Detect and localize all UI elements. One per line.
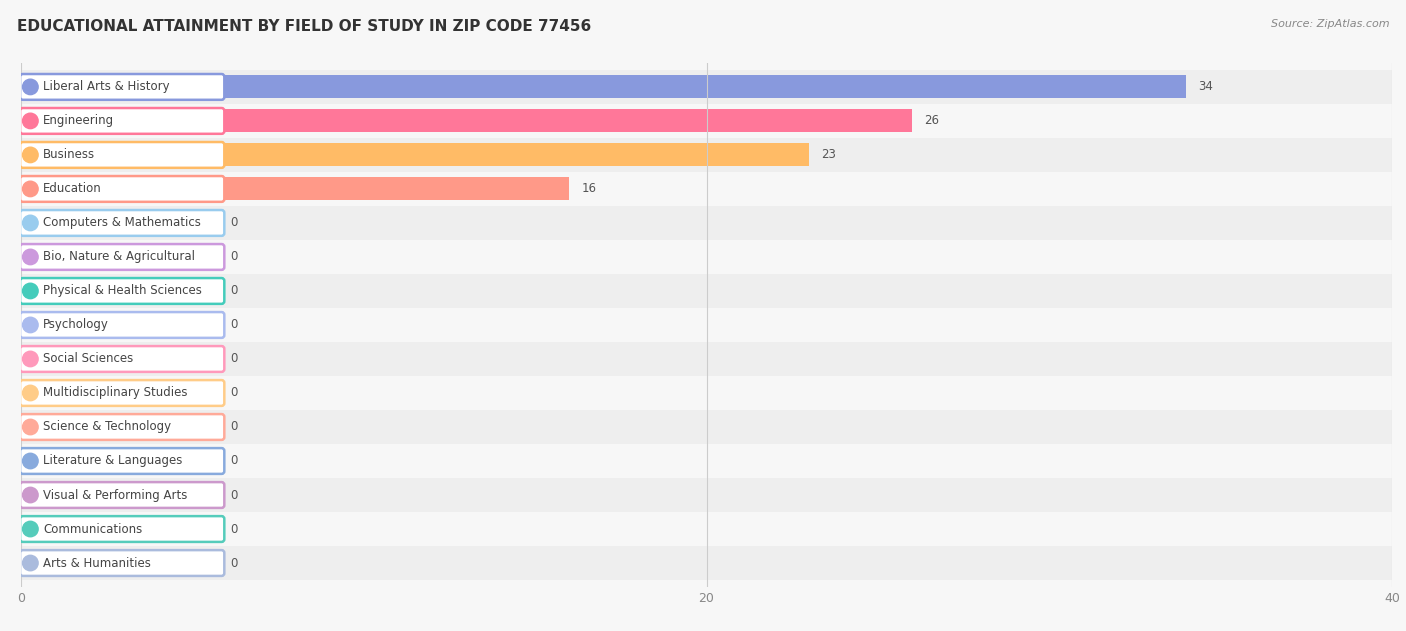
- Text: Social Sciences: Social Sciences: [44, 353, 134, 365]
- Text: 0: 0: [231, 557, 238, 570]
- FancyBboxPatch shape: [20, 142, 225, 168]
- Text: 0: 0: [231, 420, 238, 433]
- Text: EDUCATIONAL ATTAINMENT BY FIELD OF STUDY IN ZIP CODE 77456: EDUCATIONAL ATTAINMENT BY FIELD OF STUDY…: [17, 19, 591, 34]
- Text: Liberal Arts & History: Liberal Arts & History: [44, 80, 170, 93]
- Circle shape: [22, 419, 38, 435]
- Text: Literature & Languages: Literature & Languages: [44, 454, 183, 468]
- Bar: [21, 143, 810, 167]
- Bar: [21, 75, 1187, 98]
- Bar: [21, 206, 1392, 240]
- Text: Engineering: Engineering: [44, 114, 114, 127]
- Bar: [21, 177, 569, 201]
- FancyBboxPatch shape: [20, 74, 225, 100]
- Bar: [21, 70, 1392, 104]
- Text: Business: Business: [44, 148, 96, 162]
- Text: Visual & Performing Arts: Visual & Performing Arts: [44, 488, 187, 502]
- Text: Education: Education: [44, 182, 103, 196]
- Bar: [21, 546, 1392, 580]
- Text: 16: 16: [582, 182, 596, 196]
- Text: Source: ZipAtlas.com: Source: ZipAtlas.com: [1271, 19, 1389, 29]
- Circle shape: [22, 317, 38, 333]
- FancyBboxPatch shape: [20, 244, 225, 270]
- Text: 0: 0: [231, 522, 238, 536]
- FancyBboxPatch shape: [20, 312, 225, 338]
- Bar: [21, 172, 1392, 206]
- Text: Science & Technology: Science & Technology: [44, 420, 172, 433]
- Bar: [21, 138, 1392, 172]
- Text: 23: 23: [821, 148, 837, 162]
- Circle shape: [22, 487, 38, 503]
- Circle shape: [22, 283, 38, 298]
- Text: 0: 0: [231, 216, 238, 230]
- Text: 0: 0: [231, 454, 238, 468]
- Bar: [21, 308, 1392, 342]
- Text: 0: 0: [231, 319, 238, 331]
- FancyBboxPatch shape: [20, 414, 225, 440]
- Text: Psychology: Psychology: [44, 319, 110, 331]
- FancyBboxPatch shape: [20, 550, 225, 576]
- Bar: [21, 512, 1392, 546]
- Circle shape: [22, 113, 38, 129]
- Circle shape: [22, 147, 38, 163]
- FancyBboxPatch shape: [20, 108, 225, 134]
- Text: 0: 0: [231, 285, 238, 297]
- Text: 0: 0: [231, 353, 238, 365]
- FancyBboxPatch shape: [20, 448, 225, 474]
- Bar: [21, 376, 1392, 410]
- Text: Communications: Communications: [44, 522, 142, 536]
- Text: 26: 26: [924, 114, 939, 127]
- Bar: [21, 274, 1392, 308]
- FancyBboxPatch shape: [20, 278, 225, 304]
- Text: Multidisciplinary Studies: Multidisciplinary Studies: [44, 386, 188, 399]
- Circle shape: [22, 521, 38, 537]
- Text: 34: 34: [1198, 80, 1213, 93]
- Bar: [21, 410, 1392, 444]
- Circle shape: [22, 79, 38, 95]
- Text: 0: 0: [231, 251, 238, 264]
- Text: Bio, Nature & Agricultural: Bio, Nature & Agricultural: [44, 251, 195, 264]
- Circle shape: [22, 555, 38, 571]
- FancyBboxPatch shape: [20, 176, 225, 202]
- Circle shape: [22, 386, 38, 401]
- Bar: [21, 109, 912, 133]
- Text: 0: 0: [231, 488, 238, 502]
- Bar: [21, 240, 1392, 274]
- Circle shape: [22, 215, 38, 231]
- Circle shape: [22, 351, 38, 367]
- Circle shape: [22, 181, 38, 197]
- Text: 0: 0: [231, 386, 238, 399]
- Text: Physical & Health Sciences: Physical & Health Sciences: [44, 285, 202, 297]
- Bar: [21, 478, 1392, 512]
- FancyBboxPatch shape: [20, 346, 225, 372]
- FancyBboxPatch shape: [20, 516, 225, 542]
- Circle shape: [22, 453, 38, 469]
- FancyBboxPatch shape: [20, 210, 225, 236]
- Bar: [21, 444, 1392, 478]
- Text: Arts & Humanities: Arts & Humanities: [44, 557, 152, 570]
- FancyBboxPatch shape: [20, 482, 225, 508]
- Bar: [21, 342, 1392, 376]
- Bar: [21, 104, 1392, 138]
- Circle shape: [22, 249, 38, 264]
- FancyBboxPatch shape: [20, 380, 225, 406]
- Text: Computers & Mathematics: Computers & Mathematics: [44, 216, 201, 230]
